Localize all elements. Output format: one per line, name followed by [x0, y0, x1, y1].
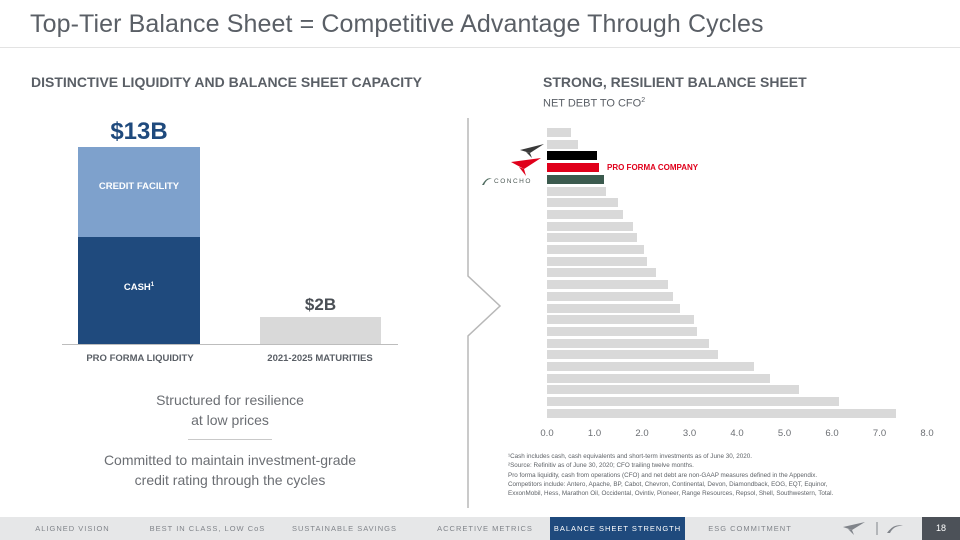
- cash-label: CASH: [123, 282, 151, 294]
- net-debt-bar: [547, 338, 709, 348]
- footnote-1: ¹Cash includes cash, cash equivalents an…: [508, 453, 752, 460]
- maturities-bar: [260, 317, 381, 344]
- net-debt-bar: [547, 268, 657, 278]
- net-debt-bar: [547, 186, 607, 196]
- liquidity-axis-line: [62, 344, 398, 345]
- net-debt-bar: [547, 280, 669, 290]
- x-tick-label: 3.0: [682, 428, 697, 439]
- net-debt-bar: [547, 362, 754, 371]
- cash-label-wrap: CASH1: [78, 279, 200, 294]
- nav-item-aligned-vision[interactable]: ALIGNED VISION: [35, 524, 110, 533]
- category-maturities: 2021-2025 MATURITIES: [267, 353, 373, 364]
- concho-logo-icon: [482, 178, 492, 185]
- credit-facility-label: CREDIT FACILITY: [98, 181, 180, 192]
- conocophillips-logo-icon: [520, 144, 544, 158]
- net-debt-bar: [547, 256, 647, 266]
- net-debt-bar: [547, 221, 633, 231]
- net-debt-bar: [547, 303, 680, 313]
- page-number: 18: [922, 517, 960, 540]
- resilience-quote: Structured for resilience at low prices: [156, 392, 304, 428]
- pro-forma-label: PRO FORMA COMPANY: [607, 163, 699, 172]
- net-debt-bar: [547, 163, 600, 173]
- footnotes: ¹Cash includes cash, cash equivalents an…: [508, 452, 948, 498]
- net-debt-bar: [547, 291, 673, 301]
- x-tick-label: 1.0: [587, 428, 602, 439]
- x-tick-label: 8.0: [920, 428, 934, 439]
- concho-logo-text: CONCHO: [494, 178, 532, 185]
- x-tick-label: 2.0: [635, 428, 649, 439]
- quote-divider: [188, 439, 272, 440]
- x-tick-label: 7.0: [872, 428, 887, 439]
- nav-separator-icon: [876, 522, 878, 535]
- net-debt-bar: [547, 397, 840, 407]
- net-debt-bar: [547, 350, 718, 360]
- x-tick-label: 6.0: [825, 428, 839, 439]
- credit-facility-bar: CREDIT FACILITY: [78, 147, 200, 237]
- net-debt-bar: [547, 315, 695, 325]
- net-debt-bar: [547, 233, 638, 243]
- liquidity-heading: DISTINCTIVE LIQUIDITY AND BALANCE SHEET …: [31, 74, 422, 90]
- footnote-4: Competitors include: Antero, Apache, BP,…: [508, 480, 828, 488]
- net-debt-bar: [547, 408, 897, 418]
- nav-item-balance-sheet-strength[interactable]: BALANCE SHEET STRENGTH: [550, 517, 685, 540]
- net-debt-bar: [547, 139, 578, 149]
- cash-sup: 1: [150, 282, 155, 288]
- nav-item-esg-commitment[interactable]: ESG COMMITMENT: [708, 524, 792, 533]
- net-debt-bar: [547, 373, 771, 383]
- chevron-divider-icon: [467, 118, 502, 508]
- x-tick-label: 4.0: [730, 428, 744, 439]
- footnote-2: ²Source: Refinitiv as of June 30, 2020; …: [508, 462, 694, 470]
- balance-sheet-heading: STRONG, RESILIENT BALANCE SHEET: [543, 74, 807, 90]
- nav-item-best-in-class[interactable]: BEST IN CLASS, LOW CoS: [149, 524, 266, 533]
- cash-bar: CASH1: [78, 237, 200, 344]
- net-debt-bar: [547, 385, 799, 395]
- net-debt-bar: [547, 128, 571, 137]
- section-nav: ALIGNED VISION BEST IN CLASS, LOW CoS SU…: [0, 517, 960, 540]
- x-tick-label: 0.0: [540, 428, 554, 439]
- net-debt-bar: [547, 326, 697, 336]
- slide-title: Top-Tier Balance Sheet = Competitive Adv…: [30, 10, 764, 38]
- net-debt-bar: [547, 245, 645, 254]
- nav-item-accretive-metrics[interactable]: ACCRETIVE METRICS: [437, 524, 533, 533]
- category-pro-forma-liquidity: PRO FORMA LIQUIDITY: [86, 353, 194, 364]
- footnote-3: Pro forma liquidity, cash from operation…: [508, 471, 818, 479]
- conocophillips-nav-logo-icon: [843, 522, 865, 535]
- net-debt-bar: [547, 209, 623, 219]
- net-debt-sup: 2: [641, 97, 646, 104]
- net-debt-bar: [547, 198, 619, 208]
- liquidity-total-label: $13B: [110, 118, 168, 145]
- concho-nav-logo-icon: [887, 525, 903, 533]
- net-debt-bar: [547, 174, 604, 184]
- net-debt-subheading-wrap: NET DEBT TO CFO2: [543, 97, 645, 110]
- maturities-total-label: $2B: [304, 295, 337, 314]
- footnote-5: ExxonMobil, Hess, Marathon Oil, Occident…: [508, 490, 834, 498]
- nav-item-sustainable-savings[interactable]: SUSTAINABLE SAVINGS: [292, 524, 397, 533]
- investment-grade-quote: Committed to maintain investment-grade c…: [103, 452, 357, 488]
- net-debt-subheading: NET DEBT TO CFO: [543, 97, 642, 110]
- x-tick-label: 5.0: [777, 428, 792, 439]
- conocophillips-red-logo-icon: [511, 158, 541, 176]
- net-debt-bar: [547, 151, 597, 161]
- title-rule: [0, 47, 960, 48]
